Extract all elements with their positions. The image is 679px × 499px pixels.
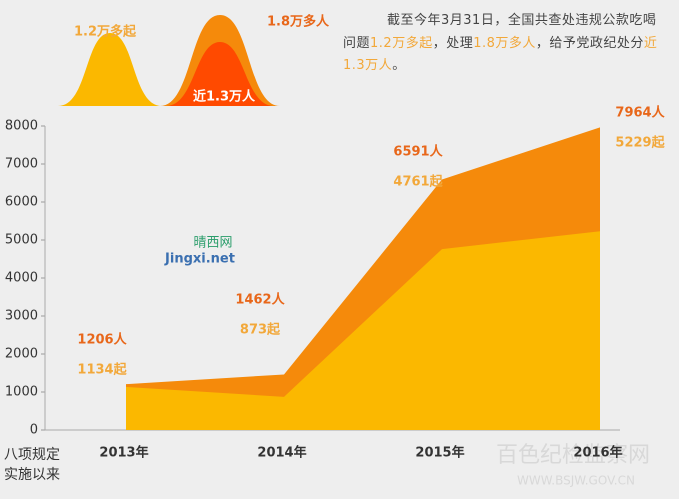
watermark: 百色纪检监察网 [496, 443, 650, 468]
data-label: 1206人 [77, 332, 127, 348]
data-label: 1462人 [235, 292, 285, 308]
y-tick-label: 0 [30, 423, 38, 438]
paragraph-segment: 截至今年3月31日，全国共查处违规公款吃喝问题 [343, 13, 657, 51]
data-label: 1134起 [77, 362, 127, 378]
data-label: 5229起 [615, 135, 665, 151]
paragraph-segment: 1.8万多人 [473, 35, 536, 51]
y-tick-label: 7000 [5, 157, 38, 172]
x-axis-label: 八项规定实施以来 [4, 447, 60, 483]
x-tick-label: 2015年 [415, 445, 464, 461]
x-tick-label: 2016年 [573, 445, 622, 461]
paragraph-segment: ，给予党政纪处分 [535, 35, 644, 51]
data-label: 4761起 [393, 174, 443, 190]
area [126, 231, 600, 430]
data-label: 873起 [240, 322, 281, 338]
paragraph-segment: 。 [392, 58, 406, 73]
bubble-punished [166, 42, 274, 106]
bubble-label: 1.8万多人 [267, 14, 330, 30]
x-axis-label: 八项规定 [4, 447, 60, 463]
data-label: 6591人 [393, 144, 443, 160]
data-label: 7964人 [615, 105, 665, 121]
watermark: WWW.BSJW.GOV.CN [517, 474, 635, 488]
watermark: 晴西网 [193, 236, 232, 251]
summary-paragraph: 截至今年3月31日，全国共查处违规公款吃喝问题1.2万多起，处理1.8万多人，给… [343, 10, 668, 78]
paragraph-segment: 近1.3万人 [343, 35, 658, 74]
y-tick-label: 1000 [5, 385, 38, 400]
paragraph-segment: ，处理 [432, 35, 474, 51]
bubble-cases [58, 33, 162, 106]
y-tick-label: 2000 [5, 347, 38, 362]
y-tick-label: 6000 [5, 195, 38, 210]
bubble-label: 近1.3万人 [193, 89, 256, 105]
y-tick-label: 4000 [5, 271, 38, 286]
x-tick-label: 2014年 [257, 445, 306, 461]
y-tick-label: 5000 [5, 233, 38, 248]
paragraph-segment: 1.2万多起 [370, 35, 433, 51]
bubble-label: 1.2万多起 [74, 24, 137, 40]
y-tick-label: 8000 [5, 119, 38, 134]
x-tick-label: 2013年 [99, 445, 148, 461]
y-tick-label: 3000 [5, 309, 38, 324]
watermark: Jingxi.net [164, 252, 235, 267]
